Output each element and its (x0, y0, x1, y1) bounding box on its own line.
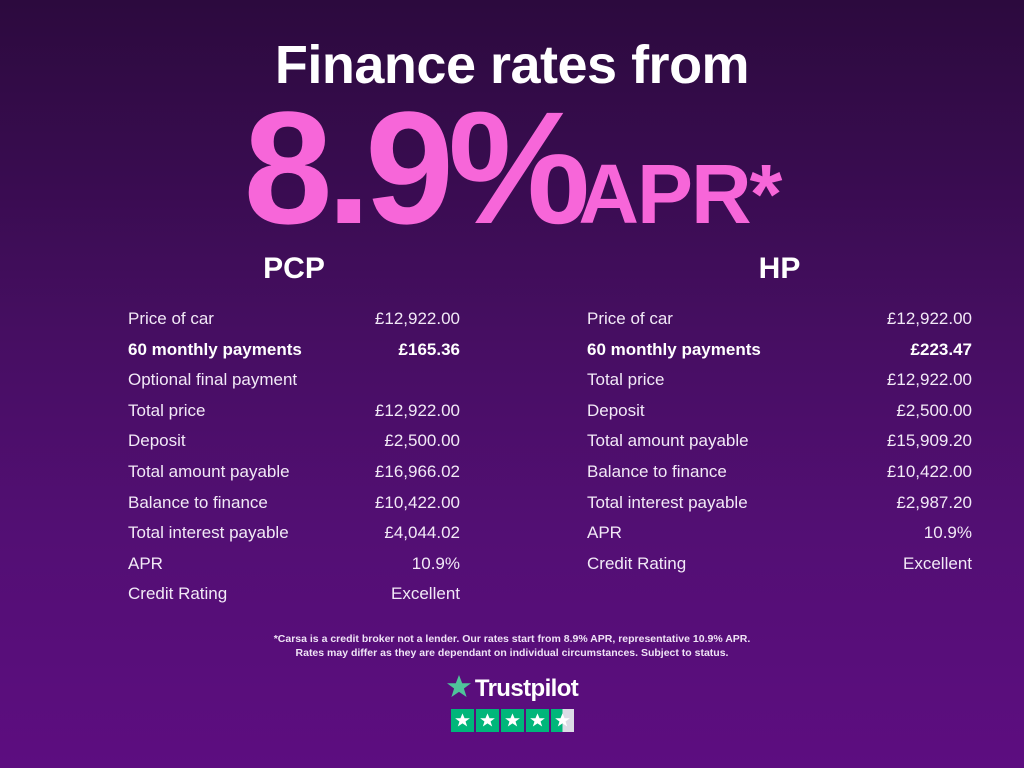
row-label: 60 monthly payments (587, 339, 761, 359)
table-row: Credit Rating Excellent (587, 549, 972, 580)
table-row: Credit Rating Excellent (128, 579, 460, 610)
trustpilot-star-full-icon (450, 708, 474, 732)
row-value: £2,987.20 (896, 492, 972, 512)
row-label: Price of car (587, 309, 673, 328)
row-value: £12,922.00 (374, 309, 460, 328)
trustpilot-brand: Trustpilot (446, 674, 579, 704)
trustpilot-star-full-icon (500, 708, 524, 732)
table-row: Price of car £12,922.00 (587, 304, 972, 335)
plan-pcp: PCP Price of car £12,922.00 60 monthly pay… (0, 254, 512, 610)
table-row: Deposit £2,500.00 (587, 396, 972, 427)
plans-container: PCP Price of car £12,922.00 60 monthly pay… (0, 254, 1024, 610)
plan-pcp-title: PCP (263, 252, 325, 285)
table-row: Total amount payable £15,909.20 (587, 426, 972, 457)
row-label: Total interest payable (128, 523, 289, 543)
row-label: Total interest payable (587, 492, 748, 512)
row-value: £2,500.00 (896, 400, 972, 420)
table-row: Total interest payable £2,987.20 (587, 488, 972, 519)
headline: Finance rates from (274, 35, 750, 95)
trustpilot-widget[interactable]: Trustpilot (0, 674, 1024, 732)
row-label: Credit Rating (587, 553, 687, 573)
row-value: £12,922.00 (886, 370, 972, 390)
rate-value: 8.9% (243, 78, 591, 257)
trustpilot-star-half-icon (550, 708, 574, 732)
row-label: Total amount payable (587, 431, 749, 451)
plan-hp-title: HP (758, 252, 801, 285)
table-row: APR 10.9% (128, 549, 460, 580)
trustpilot-star-full-icon (525, 708, 549, 732)
row-label: APR (128, 553, 163, 573)
table-row: 60 monthly payments £223.47 (587, 335, 972, 366)
row-value: £4,044.02 (384, 523, 460, 543)
row-label: Deposit (587, 400, 645, 420)
row-label: Price of car (128, 309, 214, 328)
row-value: Excellent (903, 553, 972, 573)
row-value: £12,922.00 (374, 400, 460, 420)
row-value: £223.47 (910, 339, 972, 359)
trustpilot-star-icon (446, 674, 472, 704)
row-label: Deposit (128, 431, 186, 451)
disclaimer-line-1: *Carsa is a credit broker not a lender. … (273, 632, 751, 645)
row-label: 60 monthly payments (128, 339, 302, 359)
table-row: Price of car £12,922.00 (128, 304, 460, 335)
rate-display: 8.9% APR* (0, 88, 1024, 248)
table-row: Balance to finance £10,422.00 (128, 488, 460, 519)
row-value: 10.9% (411, 553, 460, 573)
row-label: Total price (587, 370, 665, 390)
row-value: £10,422.00 (374, 492, 460, 512)
row-value: Excellent (391, 584, 460, 604)
trustpilot-rating-stars (450, 708, 574, 732)
table-row: Total interest payable £4,044.02 (128, 518, 460, 549)
table-row: Total price £12,922.00 (587, 365, 972, 396)
table-row: Balance to finance £10,422.00 (587, 457, 972, 488)
plan-hp: HP Price of car £12,922.00 60 monthly paym… (512, 254, 1024, 610)
trustpilot-wordmark: Trustpilot (474, 674, 579, 702)
table-row: 60 monthly payments £165.36 (128, 335, 460, 366)
row-label: Total amount payable (128, 461, 290, 481)
disclaimer-line-2: Rates may differ as they are dependant o… (295, 646, 729, 659)
row-value: £12,922.00 (886, 309, 972, 328)
plan-hp-rows: Price of car £12,922.00 60 monthly payment… (587, 304, 972, 579)
row-label: Balance to finance (587, 461, 727, 481)
table-row: APR 10.9% (587, 518, 972, 549)
row-value: £10,422.00 (886, 461, 972, 481)
row-value: £15,909.20 (886, 431, 972, 451)
table-row: Deposit £2,500.00 (128, 426, 460, 457)
table-row: Total amount payable £16,966.02 (128, 457, 460, 488)
disclaimer: *Carsa is a credit broker not a lender. … (0, 632, 1024, 660)
row-label: Credit Rating (128, 584, 228, 604)
row-value: £2,500.00 (384, 431, 460, 451)
rate-suffix: APR* (578, 147, 782, 241)
row-value: £165.36 (398, 339, 460, 359)
row-label: Optional final payment (128, 370, 298, 390)
plan-pcp-rows: Price of car £12,922.00 60 monthly payment… (128, 304, 460, 610)
row-label: Balance to finance (128, 492, 268, 512)
table-row: Total price £12,922.00 (128, 396, 460, 427)
row-value: 10.9% (923, 523, 972, 543)
trustpilot-star-full-icon (475, 708, 499, 732)
row-label: APR (587, 523, 622, 543)
row-label: Total price (128, 400, 206, 420)
table-row: Optional final payment (128, 365, 460, 396)
row-value: £16,966.02 (374, 461, 460, 481)
